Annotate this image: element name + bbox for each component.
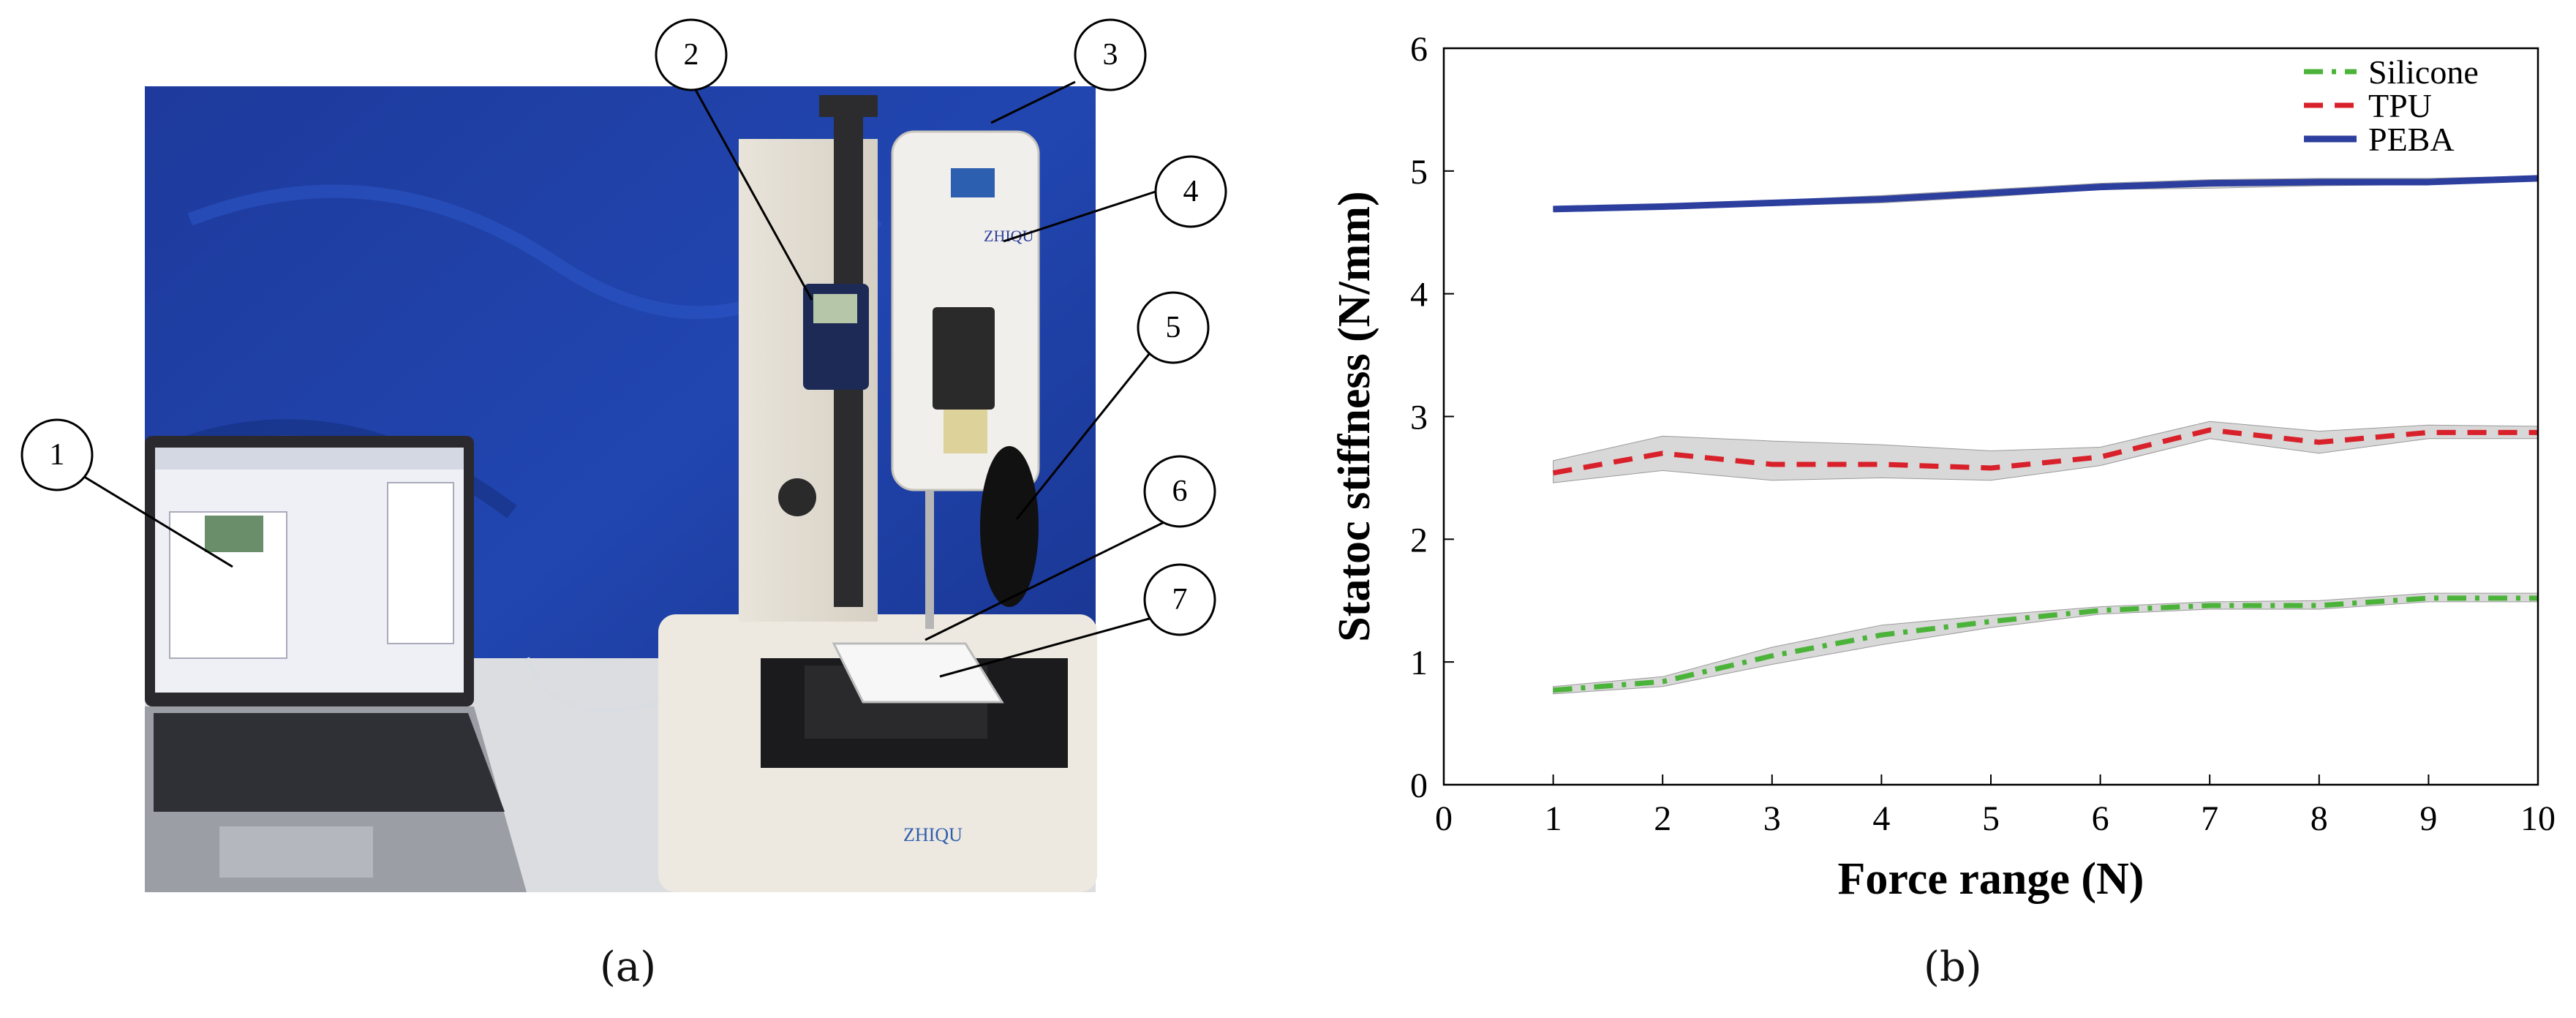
caption-b: (b)	[1924, 943, 1982, 991]
x-tick-label: 9	[2419, 799, 2437, 838]
callout-label-5: 5	[1166, 311, 1181, 344]
x-tick-label: 0	[1435, 799, 1453, 838]
x-axis-label: Force range (N)	[1838, 854, 2144, 904]
gauge-brand-label: ZHIQU	[984, 227, 1034, 245]
band-silicone	[1553, 592, 2539, 695]
callout-label-6: 6	[1172, 475, 1188, 508]
callout-circle-5	[1137, 291, 1210, 364]
test-stand: ZHIQU ZHIQU	[658, 95, 1097, 892]
y-axis-label: Statoc stiffness (N/mm)	[1330, 191, 1379, 641]
callout-label-4: 4	[1183, 175, 1199, 208]
callout-circle-1	[20, 418, 94, 491]
callout-label-7: 7	[1172, 583, 1188, 617]
x-tick-label: 5	[1982, 799, 2000, 838]
legend-label-peba: PEBA	[2368, 121, 2455, 158]
y-tick-label: 6	[1410, 30, 1428, 69]
line-peba	[1553, 175, 2539, 213]
callout-circle-4	[1154, 155, 1227, 228]
callout-circle-6	[1143, 455, 1216, 528]
y-tick-label: 1	[1410, 644, 1428, 682]
panel-a-photo: ZHIQU ZHIQU 1 2 3 4 5	[20, 18, 1227, 892]
x-tick-label: 3	[1763, 799, 1781, 838]
series-lines	[1552, 175, 2539, 693]
stiffness-chart: 0 1 2 3 4 5 6 7 8 9 10 0 1 2 3 4 5 6 Force range (N) Sta…	[1330, 30, 2556, 904]
legend-label-tpu: TPU	[2368, 87, 2432, 124]
callout-label-2: 2	[684, 38, 699, 72]
panel-b-chart: 0 1 2 3 4 5 6 7 8 9 10 0 1 2 3 4 5 6 Force range (N) Sta…	[1317, 0, 2576, 1014]
x-tick-label: 1	[1545, 799, 1562, 838]
x-tick-label: 10	[2520, 799, 2556, 838]
caption-a: (a)	[600, 943, 657, 991]
plot-frame	[1442, 47, 2539, 786]
y-tick-label: 4	[1410, 276, 1428, 314]
callout-label-1: 1	[50, 438, 65, 472]
callout-label-3: 3	[1103, 38, 1118, 72]
y-axis-ticks: 0 1 2 3 4 5 6	[1410, 30, 1454, 805]
base-brand-label: ZHIQU	[903, 824, 963, 845]
y-tick-label: 0	[1410, 766, 1428, 805]
y-tick-label: 5	[1410, 153, 1428, 192]
callout-circle-2	[655, 18, 728, 91]
laptop	[145, 436, 527, 892]
x-tick-label: 8	[2311, 799, 2328, 838]
x-tick-label: 2	[1654, 799, 1671, 838]
legend-label-silicone: Silicone	[2368, 53, 2479, 91]
y-tick-label: 2	[1410, 521, 1428, 559]
x-tick-label: 6	[2092, 799, 2109, 838]
x-axis-ticks: 0 1 2 3 4 5 6 7 8 9 10	[1435, 774, 2556, 838]
callout-circle-3	[1074, 18, 1147, 91]
x-tick-label: 7	[2201, 799, 2218, 838]
y-tick-label: 3	[1410, 399, 1428, 437]
x-tick-label: 4	[1872, 799, 1890, 838]
callout-circle-7	[1143, 563, 1216, 636]
line-tpu	[1552, 427, 2538, 476]
band-tpu	[1553, 421, 2539, 483]
line-silicone	[1553, 595, 2538, 693]
test-setup-photo: ZHIQU ZHIQU 1 2 3 4 5	[20, 18, 1227, 892]
